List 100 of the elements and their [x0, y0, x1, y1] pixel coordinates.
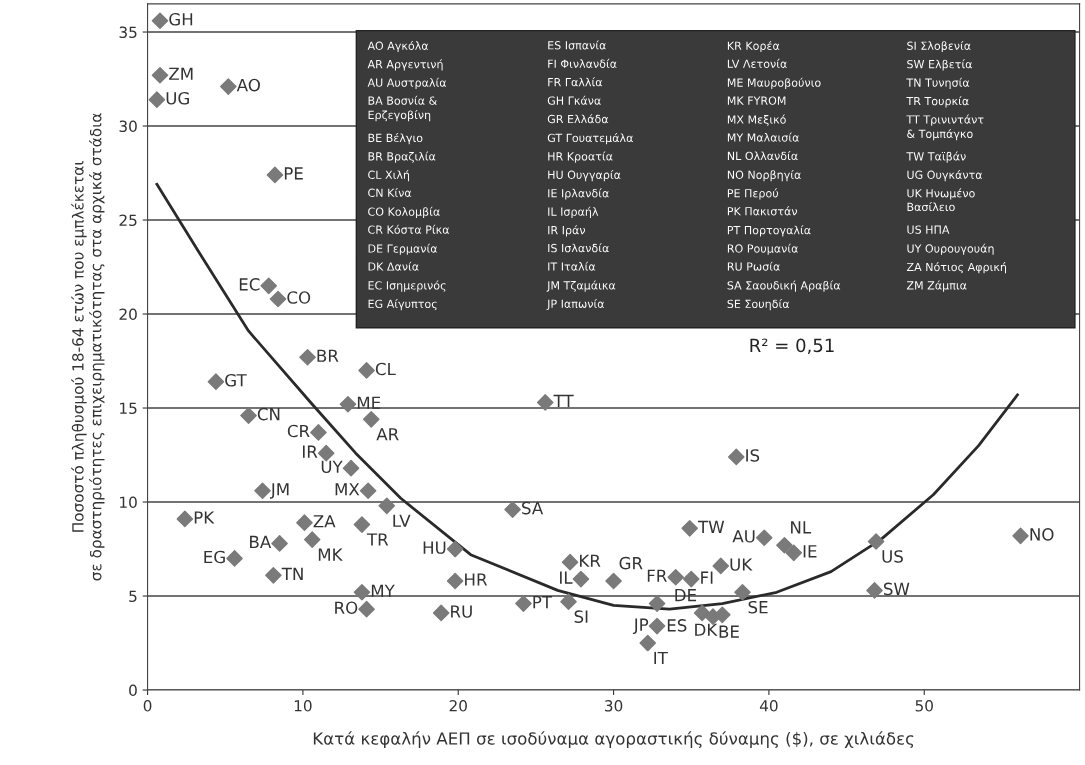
- annotation: EG: [204, 550, 225, 564]
- annotation: DE Γερμανία: [368, 243, 438, 255]
- annotation: IL Ισραήλ: [548, 206, 599, 218]
- annotation: HU Ουγγαρία: [548, 169, 621, 182]
- annotation: RU Ρωσία: [727, 261, 780, 271]
- annotation: SA: [522, 501, 544, 515]
- annotation: UG Ουγκάντα: [907, 169, 983, 182]
- annotation: NL Ολλανδία: [727, 151, 798, 161]
- y-tick-label: 35: [119, 26, 137, 39]
- point: [220, 78, 237, 95]
- annotation: IR Ιράν: [548, 225, 586, 237]
- point: [561, 553, 579, 571]
- annotation: US ΗΠΑ: [907, 225, 950, 234]
- point: [176, 510, 194, 528]
- annotation: TN: [281, 567, 303, 580]
- annotation: UK: [730, 558, 753, 571]
- annotation: AO: [236, 78, 260, 92]
- annotation: CR: [287, 424, 310, 438]
- y-tick-label: 15: [120, 402, 137, 415]
- point: [1012, 527, 1029, 545]
- annotation: CL: [375, 362, 396, 376]
- annotation: PE: [284, 167, 303, 180]
- point: [317, 444, 335, 462]
- point: [693, 604, 711, 622]
- annotation: DK: [695, 623, 718, 636]
- annotation: TR: [366, 533, 389, 546]
- point: [358, 362, 375, 379]
- annotation: TW Ταϊβάν: [906, 151, 966, 163]
- point: [151, 66, 169, 84]
- annotation: PE Περού: [727, 188, 779, 200]
- annotation: HR Κροατία: [548, 151, 613, 163]
- annotation: UY Ουρουγουάη: [907, 243, 994, 255]
- point: [303, 531, 321, 548]
- annotation: EC Ισημερινός: [368, 280, 446, 292]
- point: [755, 529, 773, 547]
- annotation: IT: [654, 651, 668, 665]
- point: [310, 424, 327, 441]
- point: [254, 482, 271, 500]
- annotation: GH: [169, 12, 193, 26]
- annotation: DK Δανία: [368, 261, 419, 271]
- point: [536, 394, 554, 411]
- annotation: CO: [287, 291, 311, 304]
- y-tick-label: 10: [120, 496, 137, 509]
- point: [240, 407, 257, 424]
- annotation: UG: [166, 91, 189, 105]
- annotation: SI: [574, 610, 588, 623]
- annotation: ME Μαυροβούνιο: [727, 77, 821, 89]
- point: [682, 570, 700, 588]
- annotation: AR: [376, 428, 399, 441]
- annotation: HU: [423, 541, 446, 554]
- point: [785, 544, 803, 562]
- annotation: TT Τρινιντάντ & Τομπάγκο: [906, 114, 984, 141]
- x-tick-label: 10: [294, 700, 312, 712]
- annotation: KR Κορέα: [727, 40, 780, 53]
- point: [648, 595, 666, 612]
- annotation: AU Αυστραλία: [367, 77, 447, 89]
- annotation: GR: [619, 556, 643, 570]
- point: [266, 166, 284, 184]
- point: [572, 570, 590, 588]
- annotation: NO Νορβηγία: [727, 169, 801, 182]
- point: [260, 277, 278, 295]
- point: [605, 572, 622, 590]
- annotation: SW: [883, 582, 910, 596]
- point: [560, 593, 577, 610]
- annotation: ES: [667, 619, 687, 632]
- annotation: IT Ιταλία: [548, 261, 596, 271]
- annotation: BR Βραζιλία: [368, 151, 436, 163]
- annotation: TR Τουρκία: [906, 96, 969, 108]
- point: [504, 501, 521, 518]
- annotation: FR: [647, 569, 667, 582]
- y-tick-label: 25: [119, 214, 137, 227]
- y-axis-title: Ποσοστό πληθυσμού 18-64 ετών που εμπλέκεται σε δραστηριότητες επιχειρηματικότητας στα αρχικά στάδια: [71, 113, 105, 581]
- annotation: ZM: [169, 67, 193, 80]
- point: [296, 514, 313, 532]
- annotation: TT: [553, 394, 574, 407]
- x-tick-label: 50: [915, 700, 933, 712]
- annotation: SE: [748, 600, 768, 614]
- point: [734, 583, 751, 601]
- annotation: CR Κόστα Ρίκα: [368, 224, 449, 234]
- annotation: TN Τυνησία: [906, 77, 970, 89]
- annotation: BE Βέλγιο: [368, 133, 423, 145]
- annotation: JP Ιαπωνία: [546, 298, 605, 311]
- point: [432, 604, 450, 622]
- annotation: LV: [393, 514, 411, 527]
- annotation: MX: [335, 483, 360, 496]
- annotation: FI: [701, 571, 713, 584]
- point: [378, 497, 396, 515]
- annotation: EG Αίγυπτος: [368, 298, 437, 311]
- point: [342, 459, 360, 477]
- annotation: IR: [303, 445, 318, 458]
- annotation: SW Ελβετία: [907, 59, 972, 71]
- annotation: GR Ελλάδα: [547, 114, 609, 124]
- point: [667, 568, 685, 586]
- annotation: GT: [225, 373, 247, 387]
- annotation: IE: [803, 545, 817, 558]
- annotation: SI Σλοβενία: [907, 40, 971, 53]
- annotation: NL: [791, 521, 812, 534]
- annotation: JP: [632, 618, 649, 635]
- annotation: CN: [257, 407, 280, 421]
- annotation: JM Τζαμάικα: [546, 280, 616, 292]
